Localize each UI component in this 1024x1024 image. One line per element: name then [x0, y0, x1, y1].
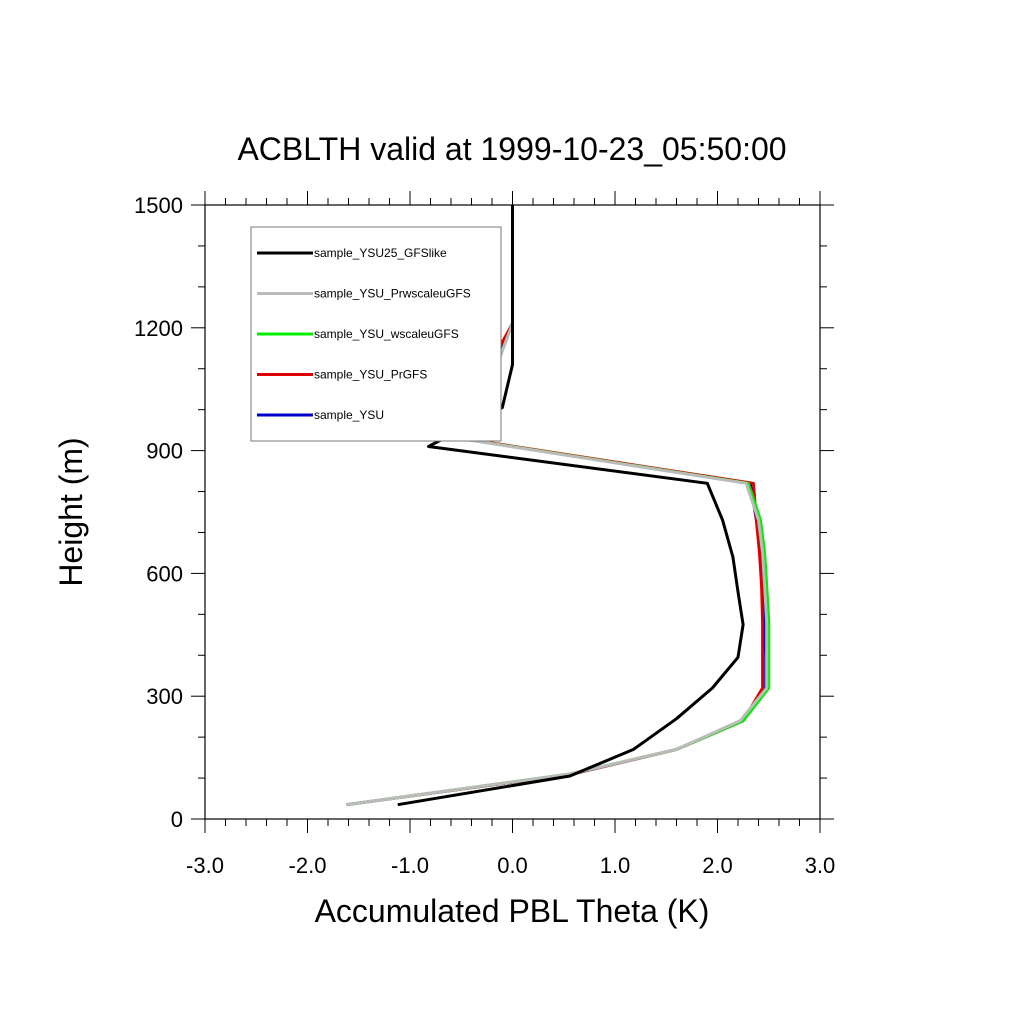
x-tick-label: 0.0 [497, 853, 528, 878]
y-tick-label: 600 [146, 561, 183, 586]
x-tick-label: -2.0 [289, 853, 327, 878]
legend-label: sample_YSU25_GFSlike [314, 246, 447, 260]
y-axis-title: Height (m) [53, 437, 89, 586]
chart-title: ACBLTH valid at 1999-10-23_05:50:00 [237, 131, 786, 167]
legend-label: sample_YSU_PrwscaleuGFS [314, 287, 471, 301]
y-tick-label: 1200 [134, 316, 183, 341]
legend: sample_YSU25_GFSlike sample_YSU_Prwscaleu… [250, 226, 502, 442]
series-line-sample_YSU25_GFSlike [397, 205, 745, 807]
legend-label: sample_YSU_wscaleuGFS [314, 327, 459, 341]
x-tick-label: -3.0 [186, 853, 224, 878]
x-tick-label: -1.0 [391, 853, 429, 878]
y-tick-label: 300 [146, 684, 183, 709]
ticks-layer: -3.0 -2.0 -1.0 0.0 1.0 2.0 3.0 0 300 600 900 1200 15… [134, 191, 835, 878]
x-tick-label: 1.0 [600, 853, 631, 878]
legend-label: sample_YSU_PrGFS [314, 368, 427, 382]
y-tick-label: 0 [171, 807, 183, 832]
y-tick-label: 900 [146, 439, 183, 464]
x-axis-title: Accumulated PBL Theta (K) [315, 893, 710, 929]
x-tick-label: 2.0 [702, 853, 733, 878]
legend-label: sample_YSU [314, 408, 384, 422]
x-tick-label: 3.0 [805, 853, 836, 878]
y-tick-label: 1500 [134, 193, 183, 218]
